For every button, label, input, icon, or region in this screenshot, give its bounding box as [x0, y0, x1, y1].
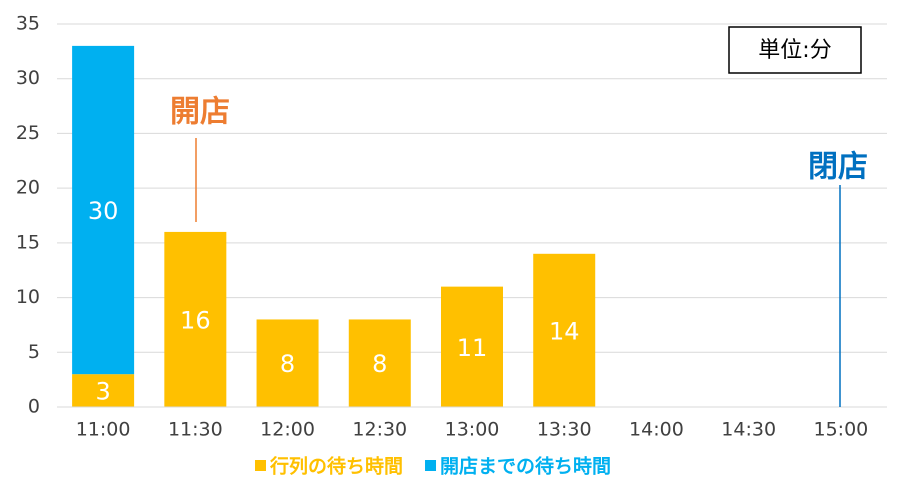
x-tick-label: 12:30 — [352, 419, 407, 441]
data-label: 16 — [180, 306, 211, 334]
x-tick-label: 14:00 — [629, 419, 684, 441]
annotation: 開店 — [170, 95, 230, 130]
bar — [256, 319, 319, 407]
unit-label: 単位:分 — [758, 38, 831, 63]
bar — [72, 45, 135, 375]
x-tick-label: 15:00 — [814, 419, 869, 441]
bar — [72, 374, 135, 407]
y-tick-label: 0 — [28, 396, 40, 418]
bar — [533, 253, 596, 407]
x-tick-label: 14:30 — [721, 419, 776, 441]
legend-swatch — [425, 460, 437, 471]
data-label: 11 — [457, 334, 488, 362]
bar — [441, 286, 503, 407]
unit-box — [728, 26, 862, 74]
x-tick-label: 13:00 — [445, 419, 500, 441]
legend-swatch — [255, 460, 266, 471]
data-label: 8 — [280, 350, 295, 378]
y-tick-label: 35 — [16, 13, 40, 35]
data-label: 14 — [549, 317, 580, 345]
annotation: 閉店 — [808, 150, 868, 185]
data-label: 0 — [833, 394, 848, 422]
y-tick-label: 30 — [16, 67, 40, 89]
y-tick-label: 25 — [16, 122, 40, 144]
x-tick-label: 12:00 — [260, 419, 315, 441]
data-label: 0 — [741, 394, 756, 422]
y-tick-label: 20 — [16, 177, 40, 199]
bar — [348, 319, 411, 407]
data-label: 3 — [95, 378, 110, 406]
x-tick-label: 11:00 — [76, 419, 131, 441]
data-label: 8 — [372, 350, 387, 378]
data-label: 30 — [88, 197, 119, 225]
bar — [164, 231, 227, 407]
y-tick-label: 15 — [16, 231, 40, 253]
legend-label: 行列の待ち時間 — [269, 455, 403, 478]
data-label: 0 — [649, 394, 664, 422]
y-tick-label: 5 — [28, 341, 40, 363]
y-tick-label: 10 — [16, 286, 40, 308]
x-tick-label: 11:30 — [168, 419, 223, 441]
legend-label: 開店までの待ち時間 — [440, 455, 611, 478]
x-tick-label: 13:30 — [537, 419, 592, 441]
